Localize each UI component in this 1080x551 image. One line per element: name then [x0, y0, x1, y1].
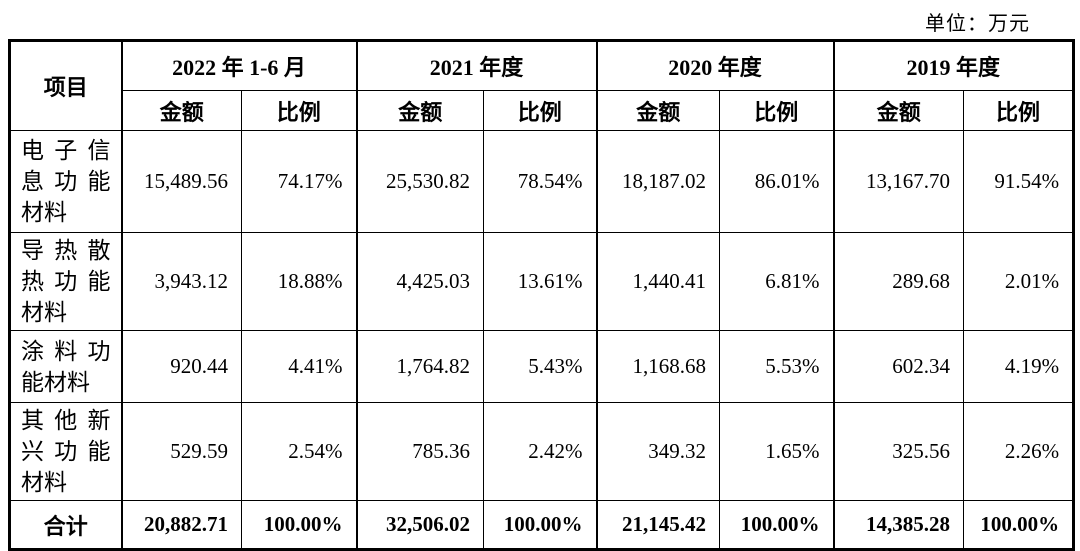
col-group-2019: 2019 年度 [832, 40, 1075, 91]
table-row-thermal-materials: 导热散热功能材料 3,943.12 18.88% 4,425.03 13.61%… [9, 232, 1075, 331]
amount-cell: 529.59 [120, 402, 242, 501]
ratio-cell: 4.41% [240, 330, 358, 403]
item-name-cell: 电子信息功能材料 [9, 130, 122, 233]
item-name-cell: 涂料功能材料 [9, 330, 122, 403]
amount-cell: 13,167.70 [832, 130, 965, 233]
col-group-2022: 2022 年 1-6 月 [120, 40, 358, 91]
col-group-2020: 2020 年度 [595, 40, 835, 91]
item-name-cell: 其他新兴功能材料 [9, 402, 122, 501]
col-group-2021: 2021 年度 [355, 40, 598, 91]
ratio-cell: 86.01% [719, 130, 835, 233]
header-row-subheaders: 金额 比例 金额 比例 金额 比例 金额 比例 [10, 90, 1075, 131]
sub-header-amount-2021: 金额 [355, 90, 485, 131]
table-row-other-emerging-materials: 其他新兴功能材料 529.59 2.54% 785.36 2.42% 349.3… [9, 402, 1075, 501]
amount-cell: 349.32 [595, 402, 721, 501]
amount-cell: 25,530.82 [355, 130, 485, 233]
ratio-cell: 2.42% [483, 402, 598, 501]
sub-header-amount-2019: 金额 [832, 90, 965, 131]
total-amount-cell: 14,385.28 [832, 500, 965, 550]
ratio-cell: 18.88% [240, 232, 358, 331]
amount-cell: 3,943.12 [120, 232, 242, 331]
amount-cell: 785.36 [355, 402, 485, 501]
revenue-breakdown-table: 项目 2022 年 1-6 月 2021 年度 2020 年度 2019 年度 … [8, 39, 1076, 551]
total-amount-cell: 21,145.42 [595, 500, 721, 550]
ratio-cell: 1.65% [719, 402, 835, 501]
total-ratio-cell: 100.00% [963, 500, 1075, 550]
amount-cell: 602.34 [832, 330, 965, 403]
amount-cell: 1,168.68 [595, 330, 721, 403]
ratio-cell: 91.54% [963, 130, 1075, 233]
sub-header-ratio-2019: 比例 [963, 90, 1075, 131]
amount-cell: 920.44 [120, 330, 242, 403]
amount-cell: 4,425.03 [355, 232, 485, 331]
ratio-cell: 2.01% [963, 232, 1075, 331]
total-ratio-cell: 100.00% [483, 500, 598, 550]
corner-header: 项目 [9, 40, 122, 131]
header-row-periods: 项目 2022 年 1-6 月 2021 年度 2020 年度 2019 年度 [9, 40, 1075, 131]
total-ratio-cell: 100.00% [719, 500, 835, 550]
amount-cell: 1,764.82 [355, 330, 485, 403]
total-amount-cell: 32,506.02 [355, 500, 485, 550]
total-label-cell: 合计 [9, 500, 122, 550]
amount-cell: 325.56 [832, 402, 965, 501]
ratio-cell: 5.53% [719, 330, 835, 403]
item-name-cell: 导热散热功能材料 [9, 232, 122, 331]
ratio-cell: 13.61% [483, 232, 598, 331]
sub-header-ratio-2022: 比例 [240, 90, 358, 131]
ratio-cell: 6.81% [719, 232, 835, 331]
sub-header-amount-2020: 金额 [595, 90, 721, 131]
ratio-cell: 5.43% [483, 330, 598, 403]
ratio-cell: 2.26% [963, 402, 1075, 501]
amount-cell: 18,187.02 [595, 130, 721, 233]
total-ratio-cell: 100.00% [240, 500, 358, 550]
ratio-cell: 4.19% [963, 330, 1075, 403]
total-amount-cell: 20,882.71 [120, 500, 242, 550]
amount-cell: 289.68 [832, 232, 965, 331]
ratio-cell: 2.54% [240, 402, 358, 501]
sub-header-amount-2022: 金额 [120, 90, 242, 131]
amount-cell: 1,440.41 [595, 232, 721, 331]
sub-header-ratio-2020: 比例 [719, 90, 835, 131]
table-row-electronic-info-materials: 电子信息功能材料 15,489.56 74.17% 25,530.82 78.5… [9, 130, 1075, 233]
unit-label: 单位：万元 [925, 13, 1030, 35]
amount-cell: 15,489.56 [120, 130, 242, 233]
sub-header-ratio-2021: 比例 [483, 90, 598, 131]
table-row-coating-materials: 涂料功能材料 920.44 4.41% 1,764.82 5.43% 1,168… [9, 330, 1075, 403]
ratio-cell: 74.17% [240, 130, 358, 233]
table-row-total: 合计 20,882.71 100.00% 32,506.02 100.00% 2… [9, 500, 1075, 550]
ratio-cell: 78.54% [483, 130, 598, 233]
